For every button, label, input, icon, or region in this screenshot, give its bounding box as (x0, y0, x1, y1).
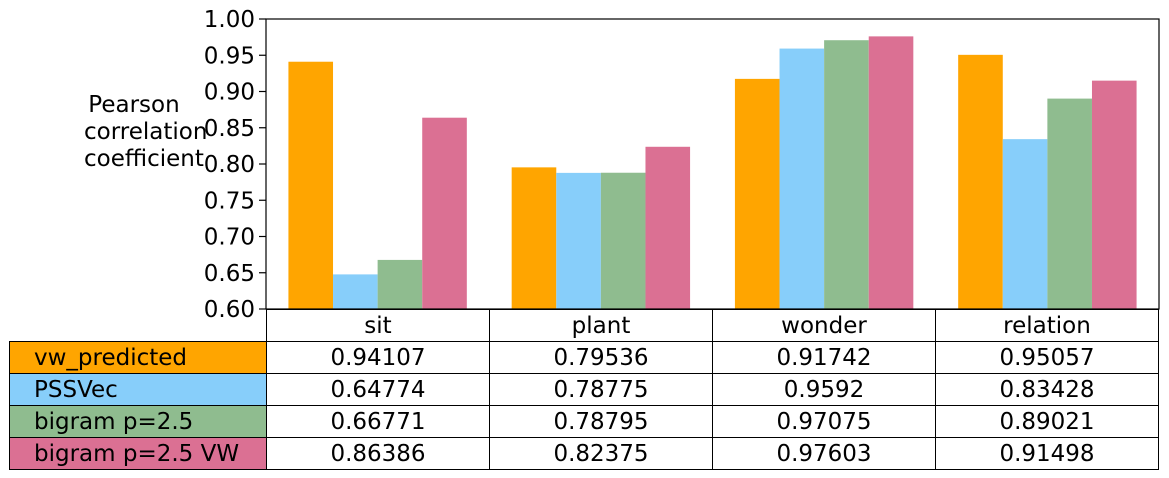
bar (824, 40, 869, 310)
bar (1091, 80, 1137, 310)
y-tick-label: 0.85 (204, 116, 255, 142)
table-cell: 0.78775 (489, 373, 713, 406)
table-header-row: sit plant wonder relation (10, 309, 1159, 342)
series-row-label: bigram p=2.5 VW (9, 437, 267, 470)
bar (1002, 139, 1048, 309)
y-tick-label: 0.90 (204, 80, 255, 106)
table-cell: 0.89021 (935, 405, 1159, 438)
table-cell: 0.78795 (489, 405, 713, 438)
table-cell: 0.95057 (935, 341, 1159, 374)
bar (333, 274, 378, 309)
table-cell: 0.94107 (266, 341, 490, 374)
column-header: plant (489, 309, 713, 342)
bar (511, 167, 557, 309)
y-axis-label-line: correlation (84, 119, 208, 145)
bar (868, 36, 914, 310)
series-row-label: vw_predicted (9, 341, 267, 374)
bar (422, 117, 467, 309)
y-tick-label: 0.80 (204, 152, 255, 178)
bar (645, 146, 691, 309)
table-cell: 0.97603 (712, 437, 936, 470)
column-header: wonder (712, 309, 936, 342)
table-cell: 0.64774 (266, 373, 490, 406)
bar (734, 78, 780, 309)
table-cell: 0.97075 (712, 405, 936, 438)
bar (288, 61, 334, 310)
table-cell: 0.91742 (712, 341, 936, 374)
table-cell: 0.82375 (489, 437, 713, 470)
series-row-label: bigram p=2.5 (9, 405, 267, 438)
table-cell: 0.79536 (489, 341, 713, 374)
column-header: sit (266, 309, 490, 342)
series-row-label: PSSVec (9, 373, 267, 406)
table-row: bigram p=2.5 0.66771 0.78795 0.97075 0.8… (9, 405, 1159, 438)
table-row: PSSVec 0.64774 0.78775 0.9592 0.83428 (9, 373, 1159, 406)
table-cell: 0.83428 (935, 373, 1159, 406)
data-table: sit plant wonder relation vw_predicted 0… (9, 309, 1159, 470)
y-tick-label: 0.60 (204, 297, 255, 323)
y-tick-label: 0.65 (204, 261, 255, 287)
bar (377, 259, 423, 309)
bar (600, 172, 646, 309)
y-tick-label: 0.70 (204, 225, 255, 251)
table-cell: 0.86386 (266, 437, 490, 470)
bar (1047, 98, 1092, 309)
y-axis-label-line: Pearson (88, 92, 180, 118)
table-cell: 0.91498 (935, 437, 1159, 470)
bar (958, 54, 1003, 310)
y-axis-label: Pearson correlation coefficient (84, 92, 208, 173)
y-tick-label: 0.75 (204, 188, 255, 214)
table-row: vw_predicted 0.94107 0.79536 0.91742 0.9… (9, 341, 1159, 374)
table-corner (10, 310, 267, 342)
column-header: relation (935, 309, 1159, 342)
y-axis-label-line: coefficient (84, 146, 204, 172)
table-row: bigram p=2.5 VW 0.86386 0.82375 0.97603 … (9, 437, 1159, 470)
bar (556, 172, 601, 309)
bar (779, 48, 825, 310)
y-tick-label: 0.95 (204, 43, 255, 69)
y-tick-label: 1.00 (204, 7, 255, 33)
table-cell: 0.9592 (712, 373, 936, 406)
table-cell: 0.66771 (266, 405, 490, 438)
